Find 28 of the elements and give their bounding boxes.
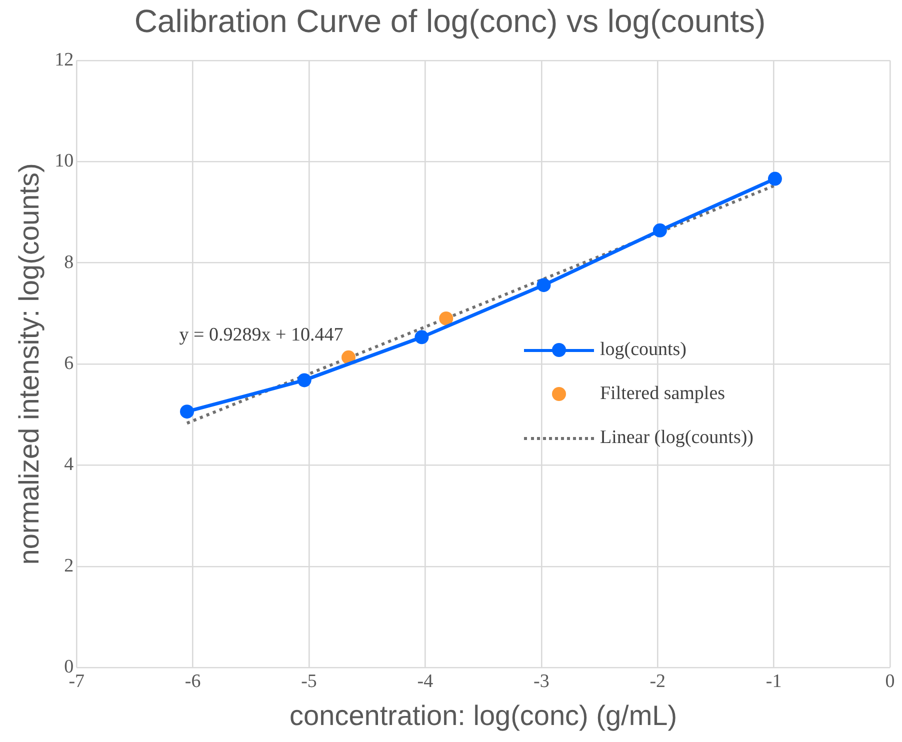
x-tick-label: -1 — [766, 670, 782, 692]
point — [414, 330, 429, 344]
x-tick-label: -4 — [417, 670, 434, 692]
legend-label: log(counts) — [600, 338, 687, 361]
point — [180, 404, 194, 419]
x-tick-label: -3 — [533, 670, 550, 692]
chart-title: Calibration Curve of log(conc) vs log(counts) — [134, 3, 766, 40]
point — [536, 278, 551, 292]
y-tick-label: 0 — [64, 656, 74, 678]
x-tick-label: -6 — [184, 670, 201, 692]
y-axis-title: normalized intensity: log(counts) — [14, 163, 45, 565]
x-axis-title: concentration: log(conc) (g/mL) — [290, 700, 678, 731]
point — [768, 172, 782, 186]
y-tick-label: 10 — [54, 150, 74, 172]
point — [297, 373, 312, 388]
x-tick-label: -2 — [650, 670, 666, 692]
y-tick-label: 4 — [64, 454, 74, 476]
y-tick-label: 12 — [54, 49, 74, 70]
x-tick-label: -5 — [301, 670, 317, 692]
y-tick-label: 8 — [64, 252, 74, 273]
y-tick-label: 6 — [64, 352, 74, 374]
x-tick-label: 0 — [885, 670, 895, 692]
legend-label: Filtered samples — [600, 382, 726, 405]
annotation: y = 0.9289x + 10.447 — [179, 324, 344, 346]
point — [652, 223, 667, 238]
y-tick-label: 2 — [64, 555, 74, 576]
point — [439, 311, 454, 326]
legend-label: Linear (log(counts)) — [600, 426, 754, 449]
